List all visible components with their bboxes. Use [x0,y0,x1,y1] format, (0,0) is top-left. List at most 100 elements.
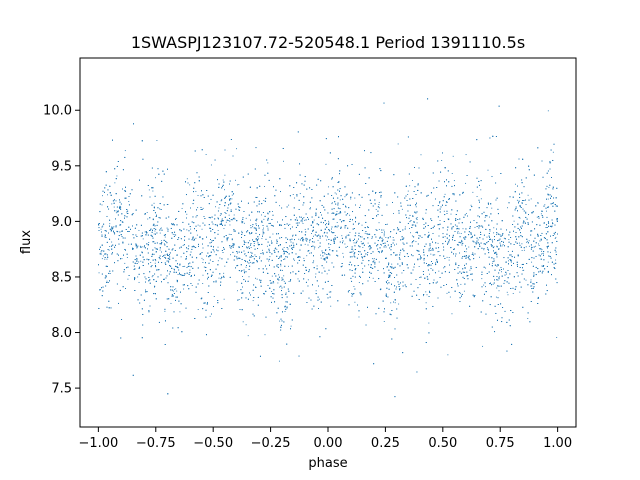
data-point [463,290,465,292]
data-point [256,220,257,222]
data-point [163,243,165,245]
data-point [229,199,231,201]
data-point [101,258,103,260]
data-point [267,227,269,229]
data-point [287,265,289,267]
data-point [513,220,515,222]
data-point [346,234,348,236]
data-point [423,295,424,297]
data-point [328,186,330,188]
data-point [252,300,254,302]
data-point [186,213,188,215]
data-point [411,180,413,181]
data-point [411,272,413,274]
data-point [449,296,451,298]
data-point [453,194,455,196]
data-point [483,249,485,251]
data-point [450,213,452,215]
data-point [426,294,428,296]
data-point [451,313,453,315]
data-point [211,242,212,243]
data-point [262,233,264,235]
data-points [98,98,558,398]
data-point [309,240,311,241]
data-point [141,246,143,248]
data-point [100,251,102,253]
data-point [447,354,449,356]
data-point [416,249,418,251]
data-point [496,245,498,247]
data-point [235,179,236,181]
data-point [477,239,479,241]
data-point [253,243,255,244]
data-point [452,155,454,157]
data-point [177,274,179,275]
data-point [213,251,215,253]
data-point [470,237,472,239]
data-point [182,245,184,246]
data-point [358,316,360,318]
data-point [503,237,505,239]
data-point [525,211,527,213]
data-point [443,267,445,269]
data-point [203,266,205,268]
data-point [358,253,359,255]
data-point [172,233,174,235]
data-point [552,151,554,153]
data-point [150,262,152,263]
data-point [234,218,236,220]
data-point [142,238,144,240]
data-point [378,204,380,206]
data-point [387,279,389,281]
data-point [496,254,498,256]
data-point [420,154,422,156]
data-point [197,207,199,209]
data-point [519,217,521,219]
data-point [300,245,302,246]
data-point [371,258,373,260]
data-point [362,268,364,270]
data-point [128,200,130,202]
data-point [530,279,532,281]
data-point [468,246,470,248]
data-point [334,235,336,236]
data-point [243,271,245,273]
data-point [460,283,462,285]
data-point [336,211,338,212]
data-point [197,195,199,196]
data-point [258,238,260,240]
data-point [236,148,238,150]
data-point [458,232,460,234]
data-point [393,213,394,214]
data-point [373,259,375,261]
data-point [108,249,110,251]
data-point [415,217,417,219]
data-point [541,249,543,251]
data-point [428,273,430,275]
data-point [555,236,557,238]
data-point [404,226,406,228]
data-point [191,285,193,286]
data-point [538,245,540,246]
data-point [282,279,284,281]
data-point [320,257,322,259]
data-point [304,243,306,245]
data-point [160,227,162,229]
data-point [342,252,344,254]
data-point [100,228,102,230]
data-point [470,204,472,206]
data-point [127,278,129,280]
data-point [148,242,150,243]
data-point [378,261,380,263]
data-point [307,279,309,281]
data-point [164,310,166,312]
data-point [495,251,497,253]
data-point [315,273,317,275]
data-point [223,220,224,222]
data-point [254,254,256,256]
data-point [472,191,474,193]
data-point [278,360,280,362]
data-point [373,218,374,220]
data-point [303,239,305,241]
